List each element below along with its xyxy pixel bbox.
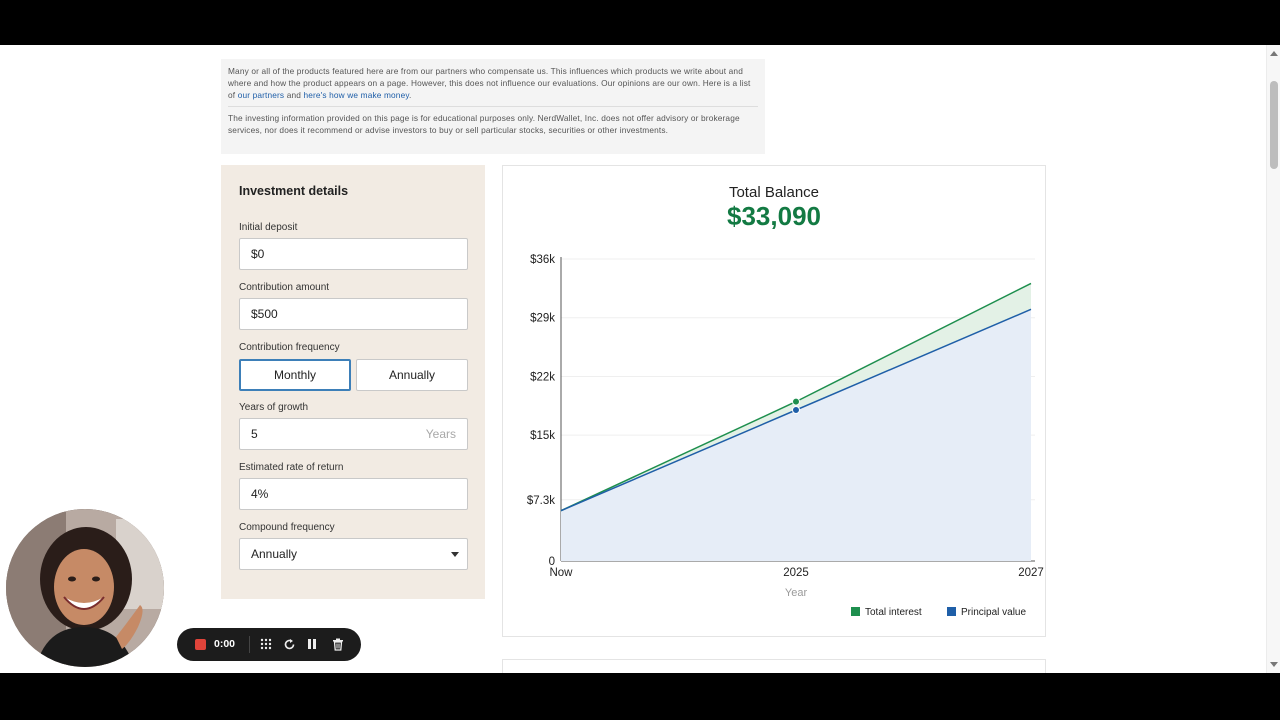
x-tick-label: 2025 (783, 567, 809, 579)
investment-details-panel: Investment details Initial deposit $0 Co… (221, 165, 485, 599)
our-partners-link[interactable]: our partners (237, 90, 285, 100)
investing-disclaimer: The investing information provided on th… (228, 113, 740, 135)
y-tick-label: $7.3k (527, 495, 555, 507)
chart-title: Total Balance (728, 184, 820, 201)
legend-label-total-interest: Total interest (865, 607, 922, 618)
initial-deposit-label: Initial deposit (239, 222, 298, 233)
record-icon[interactable] (195, 639, 206, 650)
balance-chart: 0 $7.3k $15k $22k $29k $36k Now 2025 2027 Year Tot… (527, 254, 1044, 618)
restart-icon[interactable] (281, 636, 297, 653)
investment-details-title: Investment details (239, 184, 349, 198)
x-axis-title: Year (785, 587, 808, 599)
scroll-down-icon[interactable] (1270, 662, 1278, 667)
frequency-annually-button[interactable]: Annually (356, 359, 468, 391)
x-tick-label: 2027 (1018, 567, 1044, 579)
grid-icon[interactable] (258, 636, 274, 653)
scrollbar-thumb[interactable] (1270, 81, 1278, 169)
years-of-growth-value: 5 (251, 427, 258, 441)
chevron-down-icon (451, 552, 459, 557)
rate-of-return-value: 4% (251, 487, 269, 501)
page-viewport: Many or all of the products featured her… (0, 45, 1280, 673)
partners-disclaimer: Many or all of the products featured her… (228, 65, 758, 101)
y-tick-label: $22k (530, 371, 555, 383)
y-tick-label: $36k (530, 254, 555, 266)
pause-icon[interactable] (304, 636, 320, 653)
principal-value-point (792, 406, 800, 414)
disclaimer-and: and (284, 90, 304, 100)
initial-deposit-input[interactable]: $0 (239, 238, 468, 270)
years-of-growth-label: Years of growth (239, 402, 309, 413)
compound-frequency-label: Compound frequency (239, 522, 335, 533)
y-tick-label: $29k (530, 313, 555, 325)
how-we-make-money-link[interactable]: here's how we make money (303, 90, 410, 100)
toolbar-divider (249, 636, 250, 653)
trash-icon[interactable] (330, 636, 346, 653)
scroll-up-icon[interactable] (1270, 51, 1278, 56)
total-interest-point (792, 397, 800, 406)
compound-frequency-value: Annually (251, 547, 298, 561)
disclaimer-box: Many or all of the products featured her… (221, 59, 765, 154)
principal-area (561, 309, 1031, 561)
disclaimer-text: Many or all of the products featured her… (228, 66, 751, 100)
recording-time: 0:00 (214, 638, 236, 650)
disclaimer-period: . (409, 90, 412, 100)
disclaimer-divider (228, 106, 758, 107)
legend-label-principal-value: Principal value (961, 607, 1026, 618)
legend-swatch-principal-value (947, 607, 956, 616)
y-tick-label: $15k (530, 430, 555, 442)
contribution-amount-input[interactable]: $500 (239, 298, 468, 330)
presenter-avatar (6, 509, 164, 667)
years-suffix: Years (425, 427, 456, 441)
contribution-amount-value: $500 (251, 307, 278, 321)
chart-card: 0 $7.3k $15k $22k $29k $36k Now 2025 2027 Year Tot… (502, 165, 1046, 637)
next-section-card (502, 659, 1046, 673)
x-tick-label: Now (549, 567, 573, 579)
rate-of-return-label: Estimated rate of return (239, 462, 344, 473)
webcam-bubble[interactable] (6, 509, 164, 667)
compound-frequency-select[interactable]: Annually (239, 538, 468, 570)
scrollbar[interactable] (1266, 45, 1280, 673)
legend-swatch-total-interest (851, 607, 860, 616)
years-of-growth-input[interactable]: 5 Years (239, 418, 468, 450)
y-tick-label: 0 (549, 556, 555, 568)
recording-toolbar: 0:00 (177, 628, 361, 661)
contribution-amount-label: Contribution amount (239, 282, 330, 293)
frequency-monthly-button[interactable]: Monthly (239, 359, 351, 391)
contribution-frequency-label: Contribution frequency (239, 342, 340, 353)
total-balance-value: $33,090 (727, 201, 821, 231)
initial-deposit-value: $0 (251, 247, 265, 261)
rate-of-return-input[interactable]: 4% (239, 478, 468, 510)
